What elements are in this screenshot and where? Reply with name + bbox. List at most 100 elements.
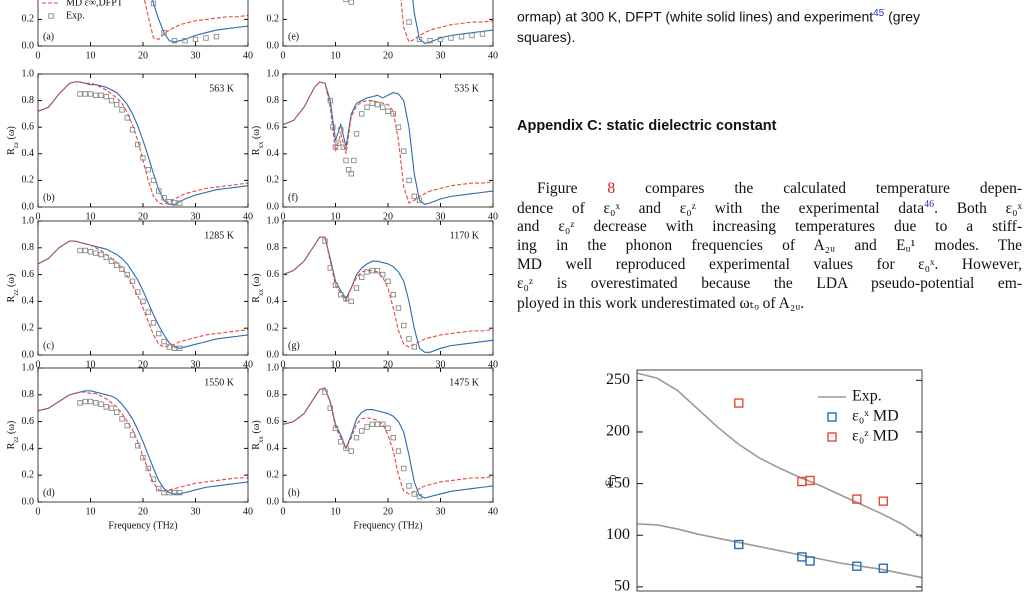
data-point [338, 439, 344, 445]
panel: 0.00.20.40.60.81.00 10 20 30 40(d)1550 KFreq… [6, 362, 253, 531]
figure-ref[interactable]: 8 [607, 180, 616, 197]
data-point [327, 97, 333, 104]
paragraph-line: ε₀ᶻ is overestimated because the LDA pse… [517, 275, 1022, 292]
plot-area [38, 240, 248, 351]
data-point [166, 489, 172, 496]
y-tick-label: 0.0 [267, 349, 280, 360]
y-axis-label-part: R [6, 148, 17, 155]
x-tick-label: 10 [86, 506, 96, 517]
data-point [374, 267, 381, 274]
data-point [805, 475, 815, 486]
data-line [38, 240, 248, 348]
y-tick-label: 0.2 [267, 14, 280, 25]
data-point [182, 37, 188, 44]
data-point [93, 250, 99, 256]
annotation: 1550 K [204, 377, 235, 388]
y-axis-label-part: (ω) [251, 273, 262, 289]
data-point [150, 476, 157, 482]
panel-label: (g) [288, 340, 300, 351]
y-axis-label: ε₀ [600, 474, 617, 486]
x-tick-label: 40 [488, 50, 498, 61]
panel-label: (b) [43, 192, 55, 203]
data-point [353, 434, 360, 441]
legend-label: ε₀ᶻ MD [852, 428, 898, 445]
y-tick-label: 0.0 [22, 40, 35, 51]
data-point [156, 485, 162, 492]
y-tick-label: 1.0 [22, 215, 35, 226]
frame [282, 73, 494, 208]
y-tick-label: 0.6 [267, 269, 280, 280]
data-point [380, 421, 386, 427]
data-point [353, 285, 360, 291]
caption-text: (grey [884, 8, 921, 25]
data-point [364, 269, 370, 275]
data-point [401, 148, 407, 154]
frame [282, 367, 494, 503]
x-tick-label: 10 [86, 50, 96, 61]
citation[interactable]: 46 [924, 199, 935, 210]
data-point [161, 30, 167, 36]
data-point [77, 400, 83, 406]
data-point [171, 489, 178, 496]
y-axis-label: Rzz (ω) [6, 126, 19, 155]
data-point [734, 539, 744, 550]
section-heading: Appendix C: static dielectric constant [517, 118, 777, 134]
x-tick-label: 20 [383, 50, 393, 61]
legend-label: Exp. [66, 10, 85, 21]
frame [282, 220, 494, 356]
data-point [395, 124, 402, 130]
data-point [93, 400, 99, 406]
y-axis-label-part: zz [12, 142, 20, 148]
paragraph-line: Figure 8 compares the calculated tempera… [537, 180, 1022, 198]
y-tick-label: 0.2 [267, 322, 280, 333]
x-axis-label: Frequency (THz) [108, 520, 177, 531]
data-point [135, 141, 141, 148]
x-tick-label: 0 [281, 211, 286, 222]
plot-area [637, 372, 922, 579]
data-point [203, 35, 209, 41]
y-axis-label-part: (ω) [251, 126, 262, 142]
data-point [161, 338, 167, 345]
data-point [335, 140, 341, 146]
data-point [406, 483, 412, 489]
data-line [283, 81, 493, 204]
annotation: 535 K [454, 83, 480, 94]
data-point [140, 298, 146, 305]
data-point [166, 344, 172, 350]
data-point [374, 421, 381, 427]
x-tick-label: 20 [383, 211, 393, 222]
y-tick-label: 1.0 [267, 362, 280, 373]
data-point [119, 107, 125, 113]
data-point [82, 247, 88, 254]
data-point [878, 496, 889, 506]
y-tick-label: 0.0 [267, 496, 280, 507]
data-point [359, 274, 365, 280]
legend-marker [48, 13, 54, 19]
data-point [114, 262, 120, 268]
data-line [400, 0, 493, 43]
y-tick-label: 150 [606, 474, 630, 491]
x-tick-label: 40 [488, 359, 498, 370]
x-tick-label: 20 [138, 50, 148, 61]
x-tick-label: 10 [86, 359, 96, 370]
data-point [380, 271, 386, 278]
data-point [385, 425, 391, 431]
y-tick-label: 0.8 [22, 95, 35, 106]
x-tick-label: 20 [138, 211, 148, 222]
y-axis-label-part: ε₀ [600, 474, 617, 486]
data-point [108, 405, 115, 411]
paragraph-line: ployed in this work underestimated ωₜₒ o… [517, 295, 805, 312]
data-point [87, 249, 94, 255]
y-axis-label-part: (ω) [251, 420, 262, 436]
x-tick-label: 0 [36, 359, 41, 370]
x-tick-label: 10 [331, 211, 341, 222]
data-point [327, 265, 333, 271]
y-axis-label-part: R [251, 296, 262, 303]
data-point [332, 282, 339, 289]
data-point [390, 292, 396, 298]
data-point [114, 409, 120, 415]
data-point [135, 289, 141, 295]
caption-line: squares). [517, 29, 576, 45]
data-point [145, 465, 151, 472]
legend-label: ε₀ˣ MD [852, 408, 899, 425]
